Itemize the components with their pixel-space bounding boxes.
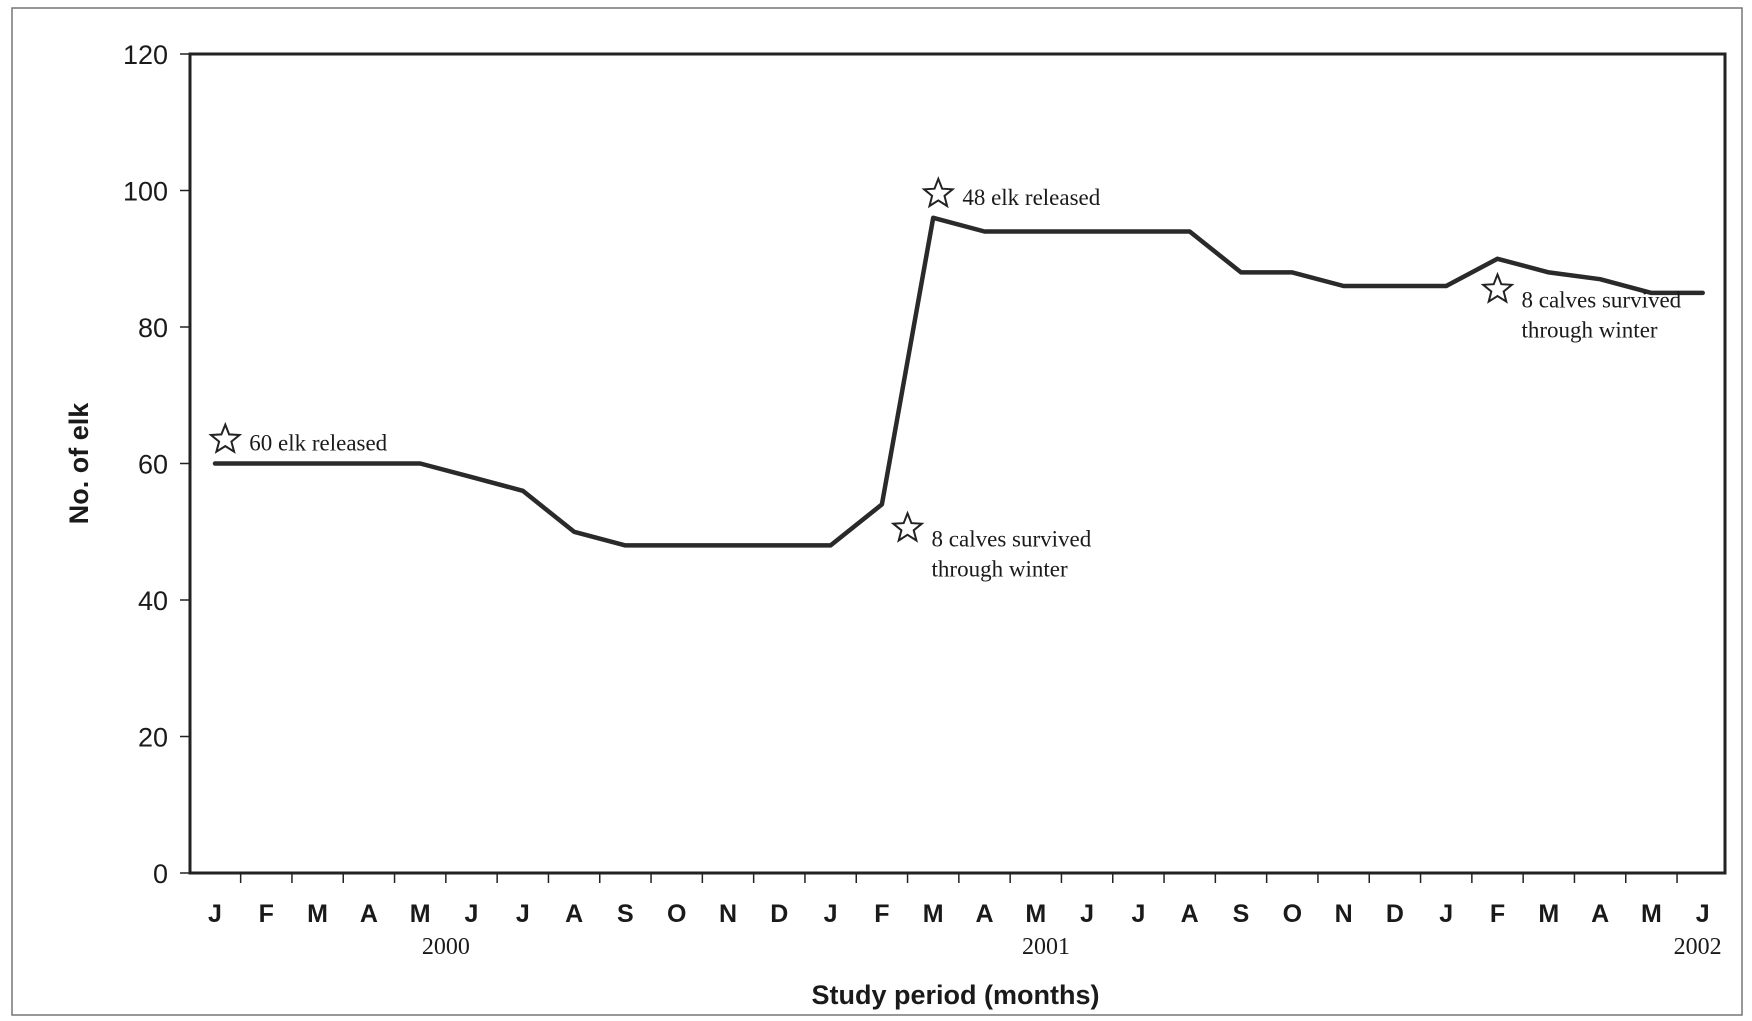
star-icon [890,510,925,543]
y-tick-label: 40 [138,586,168,616]
annotation-label: 8 calves survived [1522,287,1682,312]
x-tick-label: J [1696,900,1710,928]
y-tick-label: 100 [123,177,168,207]
x-tick-label: F [1490,900,1505,928]
annotations: 60 elk released 8 calves survived through … [208,176,1682,581]
x-tick-label: D [1386,900,1404,928]
x-tick-label: J [516,900,530,928]
x-tick-label: O [667,900,686,928]
year-labels: 2000 2001 2002 [422,934,1722,960]
annotation-label: 60 elk released [249,431,387,456]
x-axis-title: Study period (months) [812,980,1100,1010]
x-tick-label: A [565,900,583,928]
y-tick-label: 120 [123,40,168,70]
x-tick-label: A [1181,900,1199,928]
year-label: 2000 [422,934,470,960]
x-tick-label: J [1080,900,1094,928]
x-tick-label: M [1025,900,1046,928]
x-tick-label: J [824,900,838,928]
annotation-label: 48 elk released [962,185,1100,210]
y-axis-title: No. of elk [64,402,94,524]
x-tick-label: N [719,900,737,928]
x-tick-label: M [307,900,328,928]
x-tick-label: M [410,900,431,928]
x-tick-label: A [360,900,378,928]
annotation-label: 8 calves survived [932,526,1092,551]
y-tick-label: 60 [138,450,168,480]
y-axis-ticks: 0 20 40 60 80 100 120 [123,40,190,889]
x-tick-label: M [923,900,944,928]
y-tick-label: 80 [138,313,168,343]
x-tick-label: S [617,900,634,928]
year-label: 2002 [1674,934,1722,960]
x-tick-label: M [1641,900,1662,928]
annotation-label: through winter [1522,317,1658,342]
year-label: 2001 [1022,934,1070,960]
annotation-label: through winter [932,556,1068,581]
x-tick-label: S [1233,900,1250,928]
x-tick-label: F [874,900,889,928]
figure-frame [11,7,1743,1016]
x-tick-label: F [259,900,274,928]
x-tick-label: N [1335,900,1353,928]
x-tick-label: A [975,900,993,928]
x-tick-label: J [208,900,222,928]
x-tick-label: D [770,900,788,928]
x-tick-label: A [1591,900,1609,928]
y-tick-label: 20 [138,723,168,753]
star-icon [1480,271,1515,304]
x-tick-label: J [1439,900,1453,928]
star-icon [921,176,956,209]
x-tick-label: J [1131,900,1145,928]
x-tick-label: M [1538,900,1559,928]
x-tick-label: J [465,900,479,928]
y-tick-label: 0 [153,859,168,889]
star-icon [208,421,243,454]
series-line-elk-count [212,215,1705,548]
x-tick-label: O [1283,900,1302,928]
